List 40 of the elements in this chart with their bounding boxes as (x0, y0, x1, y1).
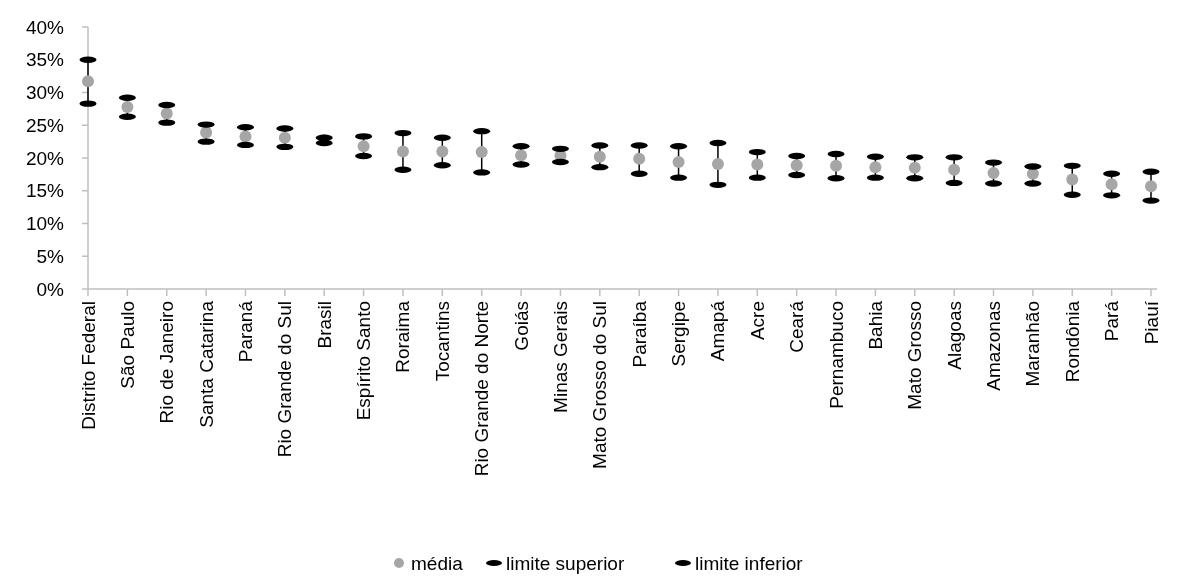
x-tick-label: Alagoas (943, 301, 965, 370)
legend-label: limite superior (506, 552, 625, 574)
y-tick-label: 10% (25, 213, 65, 234)
x-tick-label: Espírito Santo (353, 301, 375, 421)
legend-label: limite inferior (695, 552, 804, 574)
y-tick-label: 25% (25, 114, 65, 136)
x-tick-label: Roraima (392, 300, 414, 373)
x-tick-label: Santa Catarina (195, 300, 217, 428)
y-tick-label: 40% (25, 16, 65, 38)
x-tick-label: Bahia (864, 300, 886, 350)
x-tick-label: Amazonas (983, 301, 1005, 391)
x-tick-label: Goiás (510, 301, 532, 351)
x-tick-label: Acre (746, 301, 768, 341)
x-tick-label: Tocantins (431, 301, 453, 382)
x-tick-label: Maranhão (1022, 301, 1044, 387)
x-tick-label: Brasil (313, 301, 335, 349)
y-tick-label: 5% (36, 245, 65, 267)
y-tick-label: 15% (25, 180, 65, 202)
x-tick-label: Pernambuco (825, 301, 847, 409)
x-tick-label: Paraná (234, 300, 256, 363)
x-tick-label: Mato Grosso do Sul (589, 301, 611, 469)
y-tick-label: 0% (36, 278, 65, 300)
x-tick-label: Rio de Janeiro (156, 301, 178, 424)
x-tick-label: Piauí (1140, 300, 1162, 345)
x-tick-label: São Paulo (116, 301, 138, 389)
x-tick-label: Mato Grosso (904, 301, 926, 410)
x-tick-label: Pará (1101, 300, 1123, 342)
y-tick-label: 35% (25, 49, 65, 71)
legend-label: média (411, 552, 464, 574)
x-tick-label: Rio Grande do Sul (274, 301, 296, 458)
y-tick-label: 30% (25, 82, 65, 103)
x-tick-label: Amapá (707, 300, 729, 362)
x-tick-label: Paraíba (628, 300, 650, 368)
x-tick-label: Sergipe (668, 301, 690, 367)
x-tick-label: Distrito Federal (77, 301, 99, 430)
x-tick-label: Ceará (786, 300, 808, 353)
x-tick-label: Rondônia (1061, 300, 1083, 383)
y-tick-label: 20% (25, 147, 65, 169)
x-tick-label: Rio Grande do Norte (471, 301, 493, 477)
x-tick-label: Minas Gerais (549, 301, 571, 413)
